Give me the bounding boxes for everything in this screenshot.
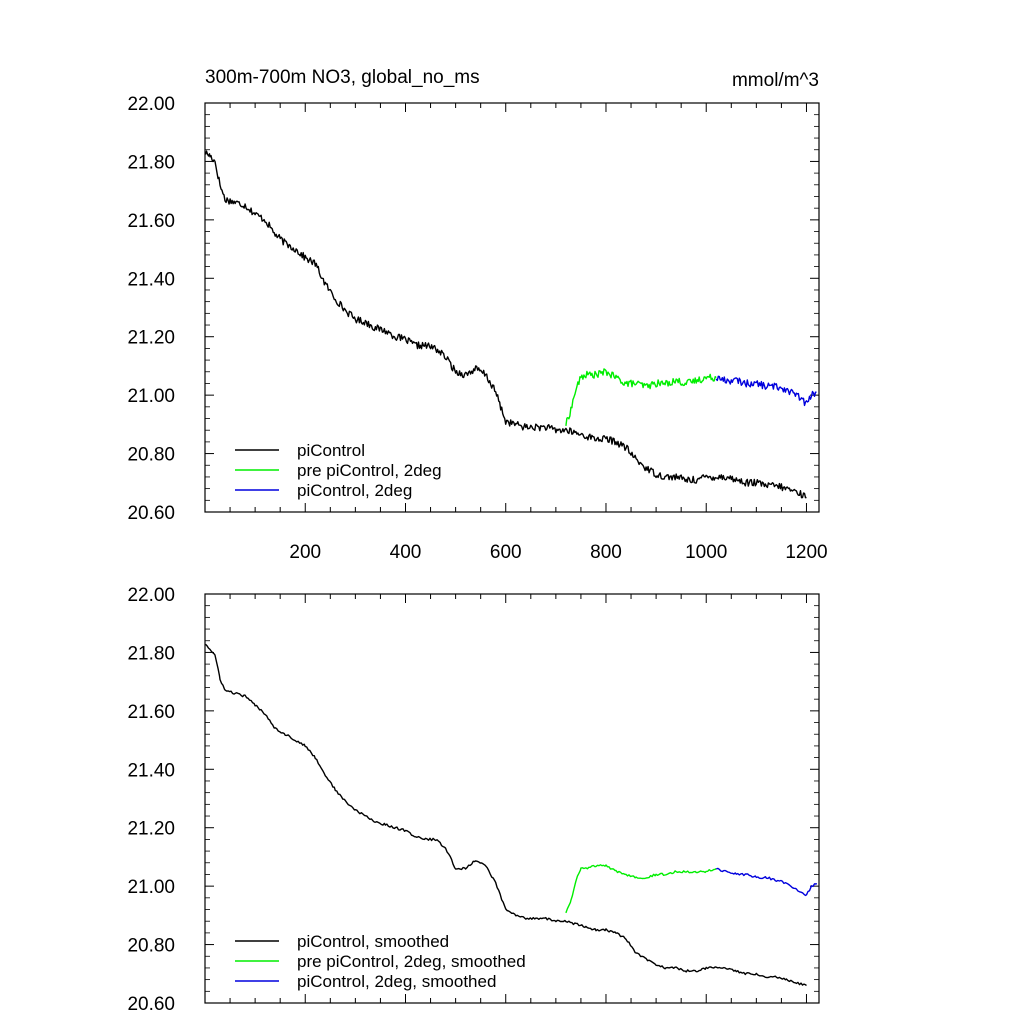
legend-label: pre piControl, 2deg [297, 461, 442, 480]
chart-title: 300m-700m NO3, global_no_ms [205, 67, 480, 88]
series-line-1 [565, 864, 717, 914]
y-tick-label: 20.80 [127, 445, 175, 466]
y-tick-label: 20.60 [127, 994, 175, 1015]
y-tick-label: 21.40 [127, 269, 175, 290]
y-tick-label: 22.00 [127, 94, 175, 115]
y-tick-label: 20.60 [127, 503, 175, 524]
legend-label: piControl, 2deg [297, 481, 412, 500]
series-line-2 [715, 867, 818, 897]
legend-label: piControl, smoothed [297, 932, 449, 951]
top-panel: 20.60 20.80 21.00 21.20 21.40 21.60 21.80 22.00… [127, 94, 827, 563]
x-tick-label: 600 [490, 542, 522, 563]
y-tick-label: 21.20 [127, 819, 175, 840]
legend-label: pre piControl, 2deg, smoothed [297, 952, 526, 971]
x-tick-label: 400 [390, 542, 422, 563]
y-tick-label: 21.40 [127, 760, 175, 781]
series-line-1 [565, 368, 717, 426]
x-tick-label: 1000 [685, 542, 727, 563]
y-tick-label: 22.00 [127, 585, 175, 606]
y-tick-label: 21.80 [127, 643, 175, 664]
plot-frame [204, 593, 820, 1004]
y-tick-label: 21.60 [127, 211, 175, 232]
y-tick-label: 21.00 [127, 386, 175, 407]
bottom-panel: 20.60 20.80 21.00 21.20 21.40 21.60 21.80 22.00… [127, 585, 820, 1015]
x-tick-label: 1200 [785, 542, 827, 563]
legend-label: piControl, 2deg, smoothed [297, 972, 496, 991]
series-line-0 [204, 150, 807, 499]
series-line-0 [205, 643, 807, 987]
x-tick-label: 200 [289, 542, 321, 563]
legend-label: piControl [297, 441, 365, 460]
y-tick-label: 21.00 [127, 877, 175, 898]
units-label: mmol/m^3 [732, 70, 819, 91]
x-tick-label: 800 [590, 542, 622, 563]
y-tick-label: 21.80 [127, 152, 175, 173]
y-tick-label: 21.60 [127, 702, 175, 723]
plot-frame [204, 102, 820, 513]
y-tick-label: 21.20 [127, 328, 175, 349]
y-tick-label: 20.80 [127, 936, 175, 957]
series-line-2 [715, 375, 817, 407]
